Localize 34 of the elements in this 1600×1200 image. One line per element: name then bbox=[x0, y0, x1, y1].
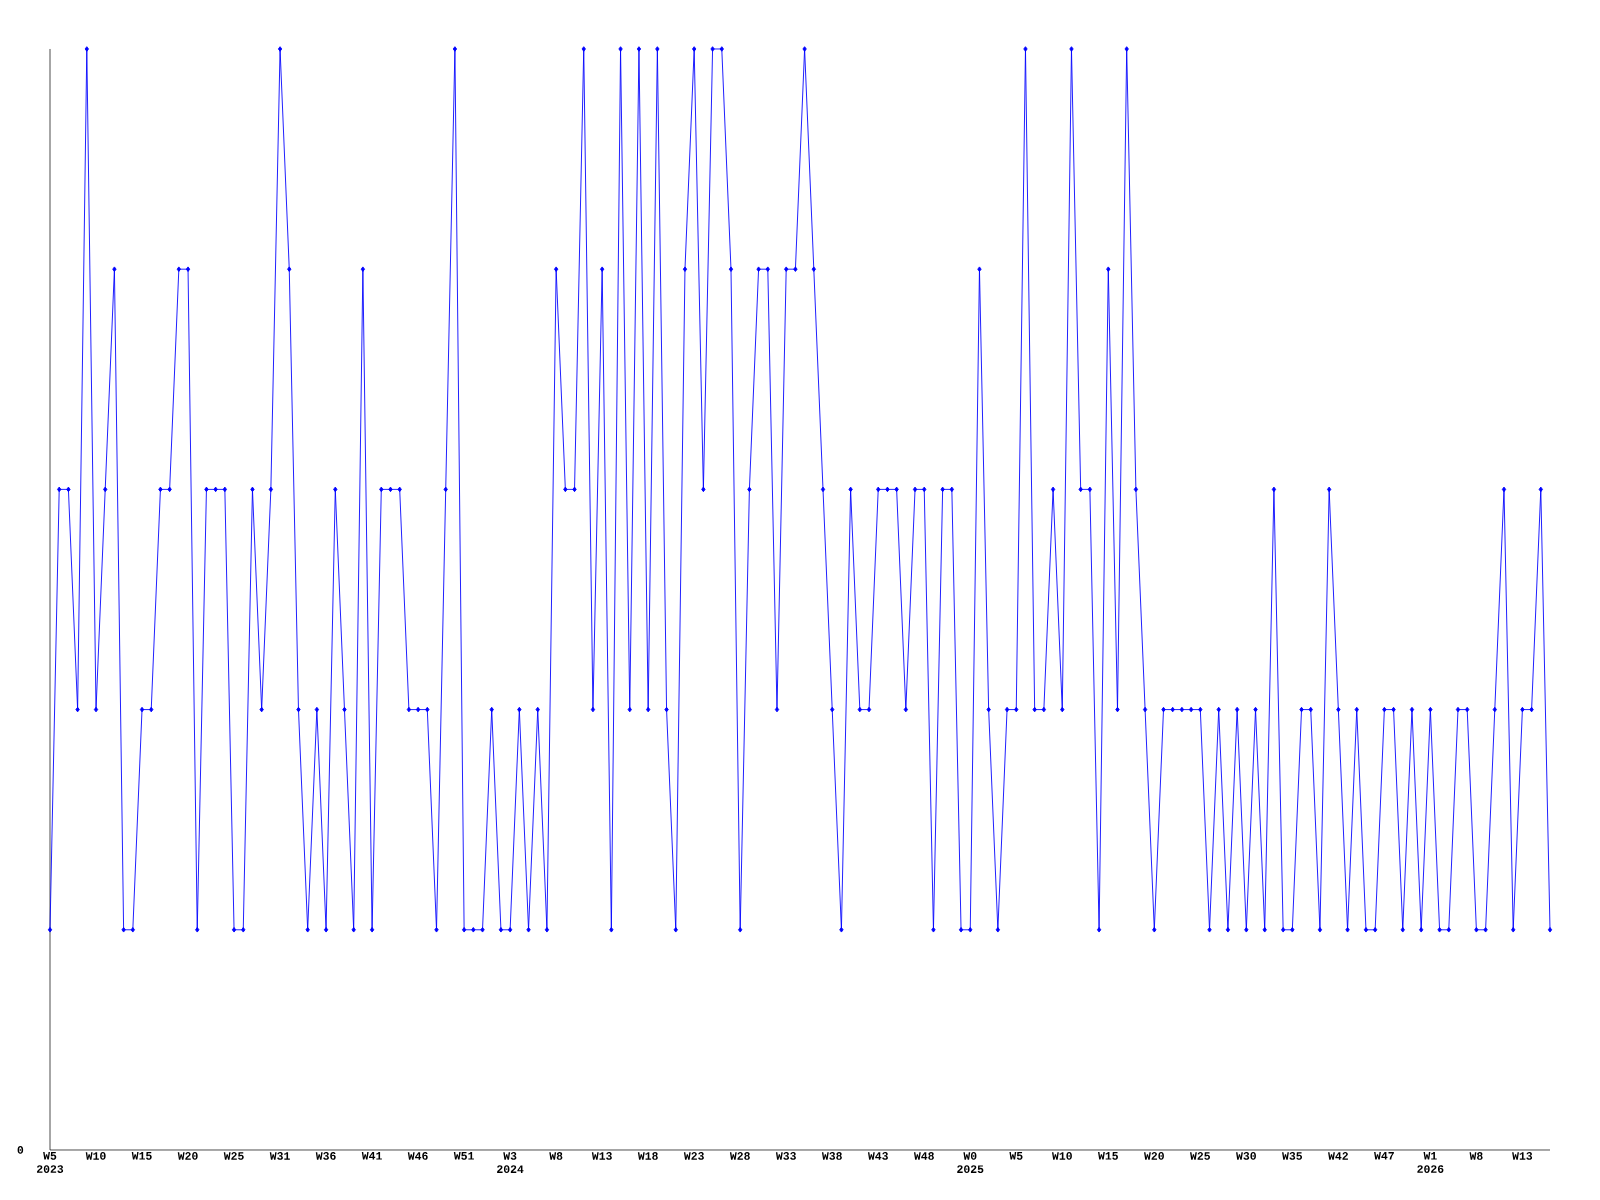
x-tick-label: W10 bbox=[85, 1152, 106, 1160]
x-tick-label: W10 bbox=[1051, 1152, 1072, 1160]
x-tick-label: W13 bbox=[591, 1152, 612, 1160]
x-tick-label: W23 bbox=[683, 1152, 704, 1160]
x-tick-label: W5 bbox=[1009, 1152, 1023, 1160]
x-tick-label: W42 bbox=[1328, 1152, 1348, 1160]
x-tick-label: W20 bbox=[177, 1152, 198, 1160]
x-tick-label: W35 bbox=[1282, 1152, 1303, 1160]
x-tick-label: W15 bbox=[131, 1152, 152, 1160]
x-tick-label: W18 bbox=[637, 1152, 658, 1160]
x-tick-label: W13 bbox=[1512, 1152, 1533, 1160]
x-tick-label: W25 bbox=[223, 1152, 244, 1160]
x-tick-label: W5 2023 bbox=[36, 1152, 64, 1173]
x-tick-label: W31 bbox=[269, 1152, 290, 1160]
x-tick-label: W43 bbox=[867, 1152, 888, 1160]
x-tick-label: W46 bbox=[407, 1152, 428, 1160]
x-tick-label: W0 2025 bbox=[957, 1152, 984, 1174]
x-tick-label: W33 bbox=[775, 1152, 796, 1160]
x-tick-label: W41 bbox=[361, 1152, 382, 1160]
x-tick-label: W8 bbox=[1469, 1152, 1483, 1160]
x-tick-label: W3 2024 bbox=[497, 1152, 524, 1174]
text: 0 bbox=[17, 1146, 24, 1154]
x-tick-label: W36 bbox=[315, 1152, 336, 1160]
x-tick-label: W51 bbox=[453, 1152, 474, 1160]
x-tick-label: W28 bbox=[729, 1152, 750, 1160]
x-tick-label: W15 bbox=[1098, 1152, 1118, 1160]
x-tick-label: W1 2026 bbox=[1417, 1152, 1444, 1173]
x-tick-label: W38 bbox=[821, 1152, 842, 1160]
x-tick-label: W47 bbox=[1374, 1152, 1394, 1160]
x-tick-label: W8 bbox=[549, 1152, 563, 1160]
x-tick-label: W25 bbox=[1190, 1152, 1210, 1160]
x-tick-label: W30 bbox=[1236, 1152, 1256, 1160]
x-tick-label: W20 bbox=[1144, 1152, 1164, 1160]
x-tick-label: W48 bbox=[913, 1152, 934, 1160]
